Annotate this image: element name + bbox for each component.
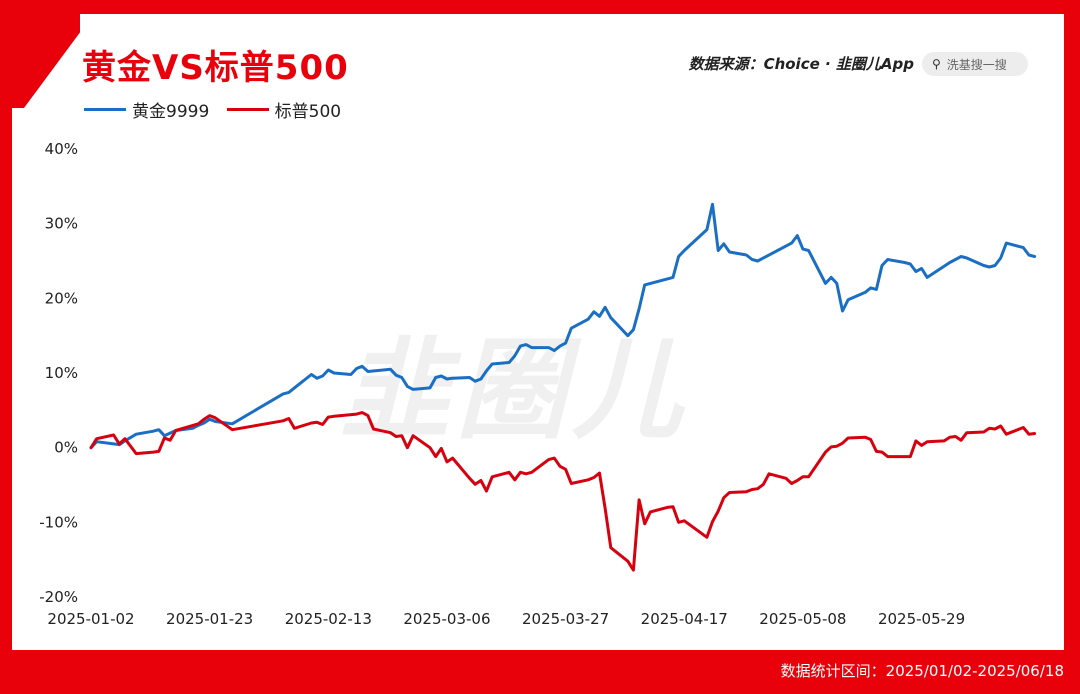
series-lines xyxy=(89,202,1037,572)
date-range-footer: 数据统计区间：2025/01/02-2025/06/18 xyxy=(780,662,1064,680)
y-tick-label: 40% xyxy=(45,140,78,158)
y-tick-label: 20% xyxy=(45,289,78,307)
legend-item-gold: 黄金9999 xyxy=(84,97,209,122)
y-tick-label: 0% xyxy=(54,439,78,457)
x-tick-label: 2025-01-02 xyxy=(47,610,134,628)
x-tick-label: 2025-03-27 xyxy=(522,610,609,628)
x-tick-label: 2025-04-17 xyxy=(641,610,728,628)
x-tick-label: 2025-02-13 xyxy=(285,610,372,628)
y-tick-label: 30% xyxy=(45,215,78,233)
chart-panel xyxy=(12,14,1064,650)
y-tick-label: 10% xyxy=(45,364,78,382)
search-icon: ⚲ xyxy=(932,57,941,71)
series-line-gold xyxy=(89,202,1037,450)
data-source: 数据来源：Choice · 韭圈儿App xyxy=(688,55,914,73)
legend-label-gold: 黄金9999 xyxy=(132,102,210,122)
chart-legend: 黄金9999 标普500 xyxy=(84,96,353,122)
y-axis: 40% 30% 20% 10% 0% -10% -20% xyxy=(39,140,78,606)
x-tick-label: 2025-05-08 xyxy=(759,610,846,628)
x-tick-label: 2025-05-29 xyxy=(878,610,965,628)
legend-swatch-gold xyxy=(84,108,126,111)
legend-item-sp500: 标普500 xyxy=(226,97,342,122)
chart-title: 黄金VS标普500 xyxy=(82,48,349,88)
legend-swatch-sp500 xyxy=(226,108,269,111)
watermark-logo: 韭圈儿 xyxy=(340,326,688,454)
x-axis: 2025-01-02 2025-01-23 2025-02-13 2025-03-06… xyxy=(47,610,965,628)
legend-label-sp500: 标普500 xyxy=(274,102,342,122)
x-tick-label: 2025-03-06 xyxy=(403,610,490,628)
y-tick-label: -10% xyxy=(39,513,78,531)
series-line-sp500 xyxy=(89,411,1037,572)
search-placeholder: 洗基搜一搜 xyxy=(946,57,1007,72)
x-tick-label: 2025-01-23 xyxy=(166,610,253,628)
search-box[interactable]: ⚲ 洗基搜一搜 xyxy=(922,52,1028,76)
y-tick-label: -20% xyxy=(39,588,78,606)
